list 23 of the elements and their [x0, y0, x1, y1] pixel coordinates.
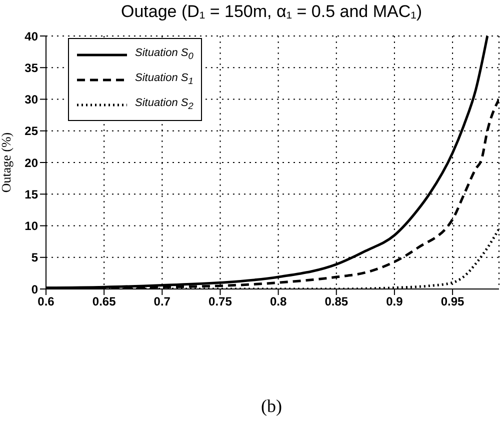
y-tick-label: 0: [31, 282, 38, 296]
y-tick-label: 40: [24, 29, 38, 44]
y-tick-label: 5: [31, 250, 38, 265]
x-tick-label: 0.75: [208, 294, 232, 309]
y-axis-title: Outage (%): [0, 132, 14, 193]
legend-label: Situation S$_{0}$: [135, 47, 194, 62]
x-tick-label: 0.95: [440, 294, 465, 309]
x-tick-label: 0.7: [154, 294, 171, 309]
chart-title: Outage (D₁ = 150m, α₁ = 0.5 and MAC₁): [120, 2, 424, 22]
y-tick-label: 10: [24, 219, 38, 234]
x-tick-label: 0.65: [92, 294, 116, 309]
legend-label: Situation S$_{1}$: [135, 72, 194, 87]
x-tick-label: 0.9: [386, 294, 404, 309]
x-tick-label: 0.8: [270, 294, 287, 309]
y-tick-label: 15: [24, 187, 38, 202]
y-tick-label: 30: [24, 92, 38, 107]
y-tick-label: 20: [24, 156, 38, 170]
legend-label: Situation S$_{2}$: [135, 97, 194, 112]
x-tick-label: 0.6: [38, 294, 55, 309]
text: (b): [260, 396, 283, 417]
y-tick-label: 35: [24, 60, 38, 75]
x-tick-label: 0.85: [324, 294, 348, 309]
y-tick-label: 25: [24, 124, 38, 138]
